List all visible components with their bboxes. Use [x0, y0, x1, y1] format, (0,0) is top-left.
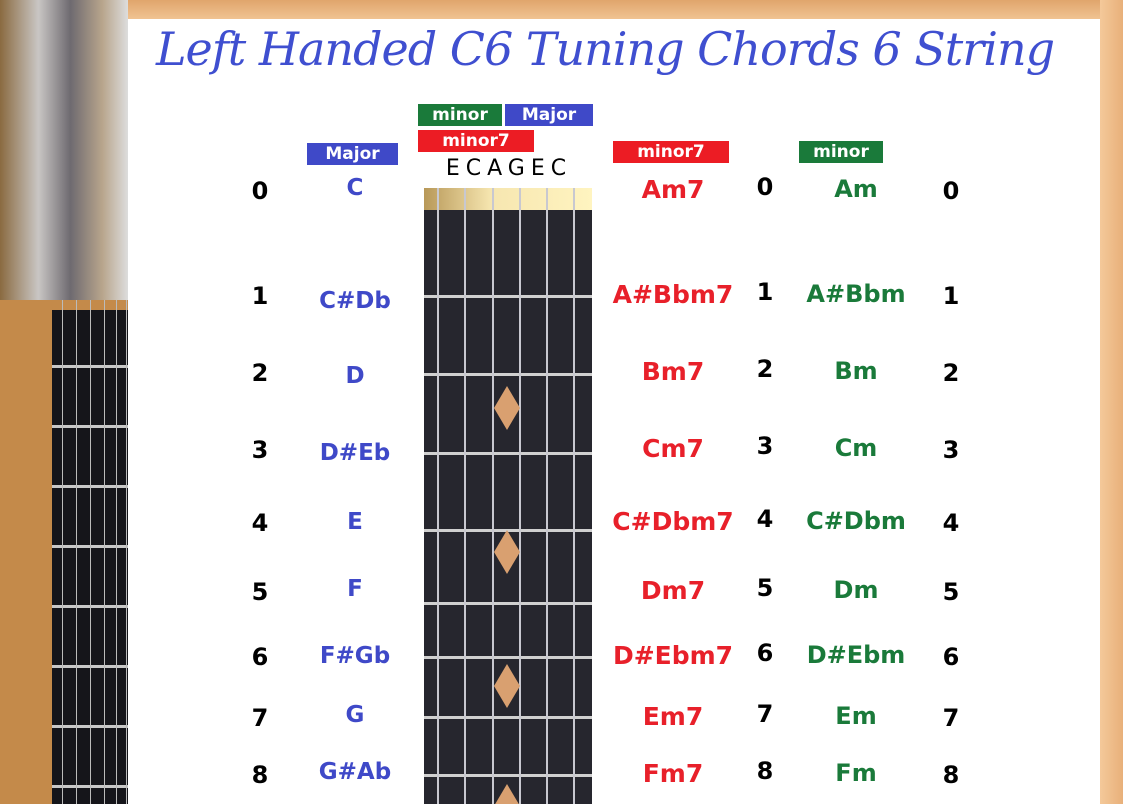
nut	[424, 188, 592, 210]
fret-inlay	[494, 386, 520, 430]
fret-number-mid: 8	[756, 757, 774, 785]
minor-tag-center: minor	[418, 104, 502, 126]
major-chord: F	[347, 576, 363, 602]
fret-wire	[424, 452, 592, 455]
string-line	[464, 188, 466, 804]
minor-chord: D#Ebm	[806, 641, 906, 669]
wood-border-right	[1100, 0, 1123, 804]
fret-number-left: 6	[251, 643, 269, 671]
string-line	[519, 188, 521, 804]
fret-number-left: 5	[251, 578, 269, 606]
minor7-chord: A#Bbm7	[612, 280, 734, 309]
page-title: Left Handed C6 Tuning Chords 6 String	[155, 22, 1055, 76]
fret-inlay	[494, 784, 520, 804]
guitar-string	[116, 300, 117, 804]
fret-number-mid: 0	[756, 173, 774, 201]
major-tag-center: Major	[505, 104, 593, 126]
minor7-chord: Fm7	[642, 759, 704, 788]
fret-number-mid: 1	[756, 278, 774, 306]
minor7-chord: Dm7	[640, 576, 706, 605]
chart-panel	[128, 19, 1100, 804]
string-line	[546, 188, 548, 804]
fret-wire	[424, 774, 592, 777]
minor7-chord: Bm7	[641, 357, 705, 386]
fret-number-left: 4	[251, 509, 269, 537]
fret-number-left: 2	[251, 359, 269, 387]
minor-chord: Fm	[835, 759, 877, 787]
fret-inlay	[494, 664, 520, 708]
minor-chord: Cm	[834, 434, 878, 462]
string-line	[573, 188, 575, 804]
guitar-string	[126, 300, 127, 804]
fret-number-mid: 5	[756, 574, 774, 602]
fret-number-mid: 7	[756, 700, 774, 728]
fret-number-right: 4	[942, 509, 960, 537]
minor-chord: Dm	[833, 576, 879, 604]
fret-number-right: 3	[942, 436, 960, 464]
major-chord: C#Db	[319, 288, 391, 314]
fret-number-right: 8	[942, 761, 960, 789]
fret-number-right: 6	[942, 643, 960, 671]
fret-number-right: 1	[942, 282, 960, 310]
minor7-chord: D#Ebm7	[612, 641, 734, 670]
fret-number-right: 0	[942, 177, 960, 205]
fret-inlay	[494, 530, 520, 574]
minor-chord: Em	[835, 702, 877, 730]
fret-number-mid: 6	[756, 639, 774, 667]
minor7-chord: C#Dbm7	[612, 507, 734, 536]
fret-number-right: 7	[942, 704, 960, 732]
minor-chord: C#Dbm	[806, 507, 906, 535]
fretboard	[424, 188, 592, 804]
major-chord: G#Ab	[318, 759, 392, 785]
guitar-string	[62, 300, 63, 804]
minor7-chord: Cm7	[642, 434, 704, 463]
fret-number-left: 1	[251, 282, 269, 310]
fret-number-mid: 3	[756, 432, 774, 460]
minor-chord: Am	[834, 175, 878, 203]
guitar-string	[104, 300, 105, 804]
fret-number-left: 7	[251, 704, 269, 732]
steel-guitar-photo	[0, 0, 128, 804]
major-chord: F#Gb	[319, 643, 391, 669]
major-chord: D	[345, 363, 365, 389]
fret-number-left: 8	[251, 761, 269, 789]
guitar-tuning-keys	[0, 0, 128, 300]
string-line	[437, 188, 439, 804]
minor7-chord: Am7	[641, 175, 705, 204]
fret-wire	[424, 656, 592, 659]
major-chord: C	[346, 175, 364, 201]
minor7-chord: Em7	[642, 702, 704, 731]
fret-number-mid: 4	[756, 505, 774, 533]
fret-number-left: 0	[251, 177, 269, 205]
minor-chord: Bm	[834, 357, 878, 385]
fret-wire	[424, 295, 592, 298]
guitar-string	[90, 300, 91, 804]
string-line	[492, 188, 494, 804]
major-chord: G	[345, 702, 365, 728]
minor7-tag: minor7	[613, 141, 729, 163]
minor7-tag-center: minor7	[418, 130, 534, 152]
guitar-string	[76, 300, 77, 804]
minor-chord: A#Bbm	[806, 280, 906, 308]
fret-number-left: 3	[251, 436, 269, 464]
fret-wire	[424, 602, 592, 605]
wood-border-top	[128, 0, 1123, 19]
fret-number-mid: 2	[756, 355, 774, 383]
major-chord: E	[347, 509, 363, 535]
fret-wire	[424, 716, 592, 719]
major-chord: D#Eb	[319, 440, 391, 466]
string-names: ECAGEC	[445, 156, 573, 181]
minor-tag: minor	[799, 141, 883, 163]
fret-wire	[424, 373, 592, 376]
major-tag: Major	[307, 143, 398, 165]
fret-number-right: 5	[942, 578, 960, 606]
fret-number-right: 2	[942, 359, 960, 387]
fret-wire	[424, 529, 592, 532]
